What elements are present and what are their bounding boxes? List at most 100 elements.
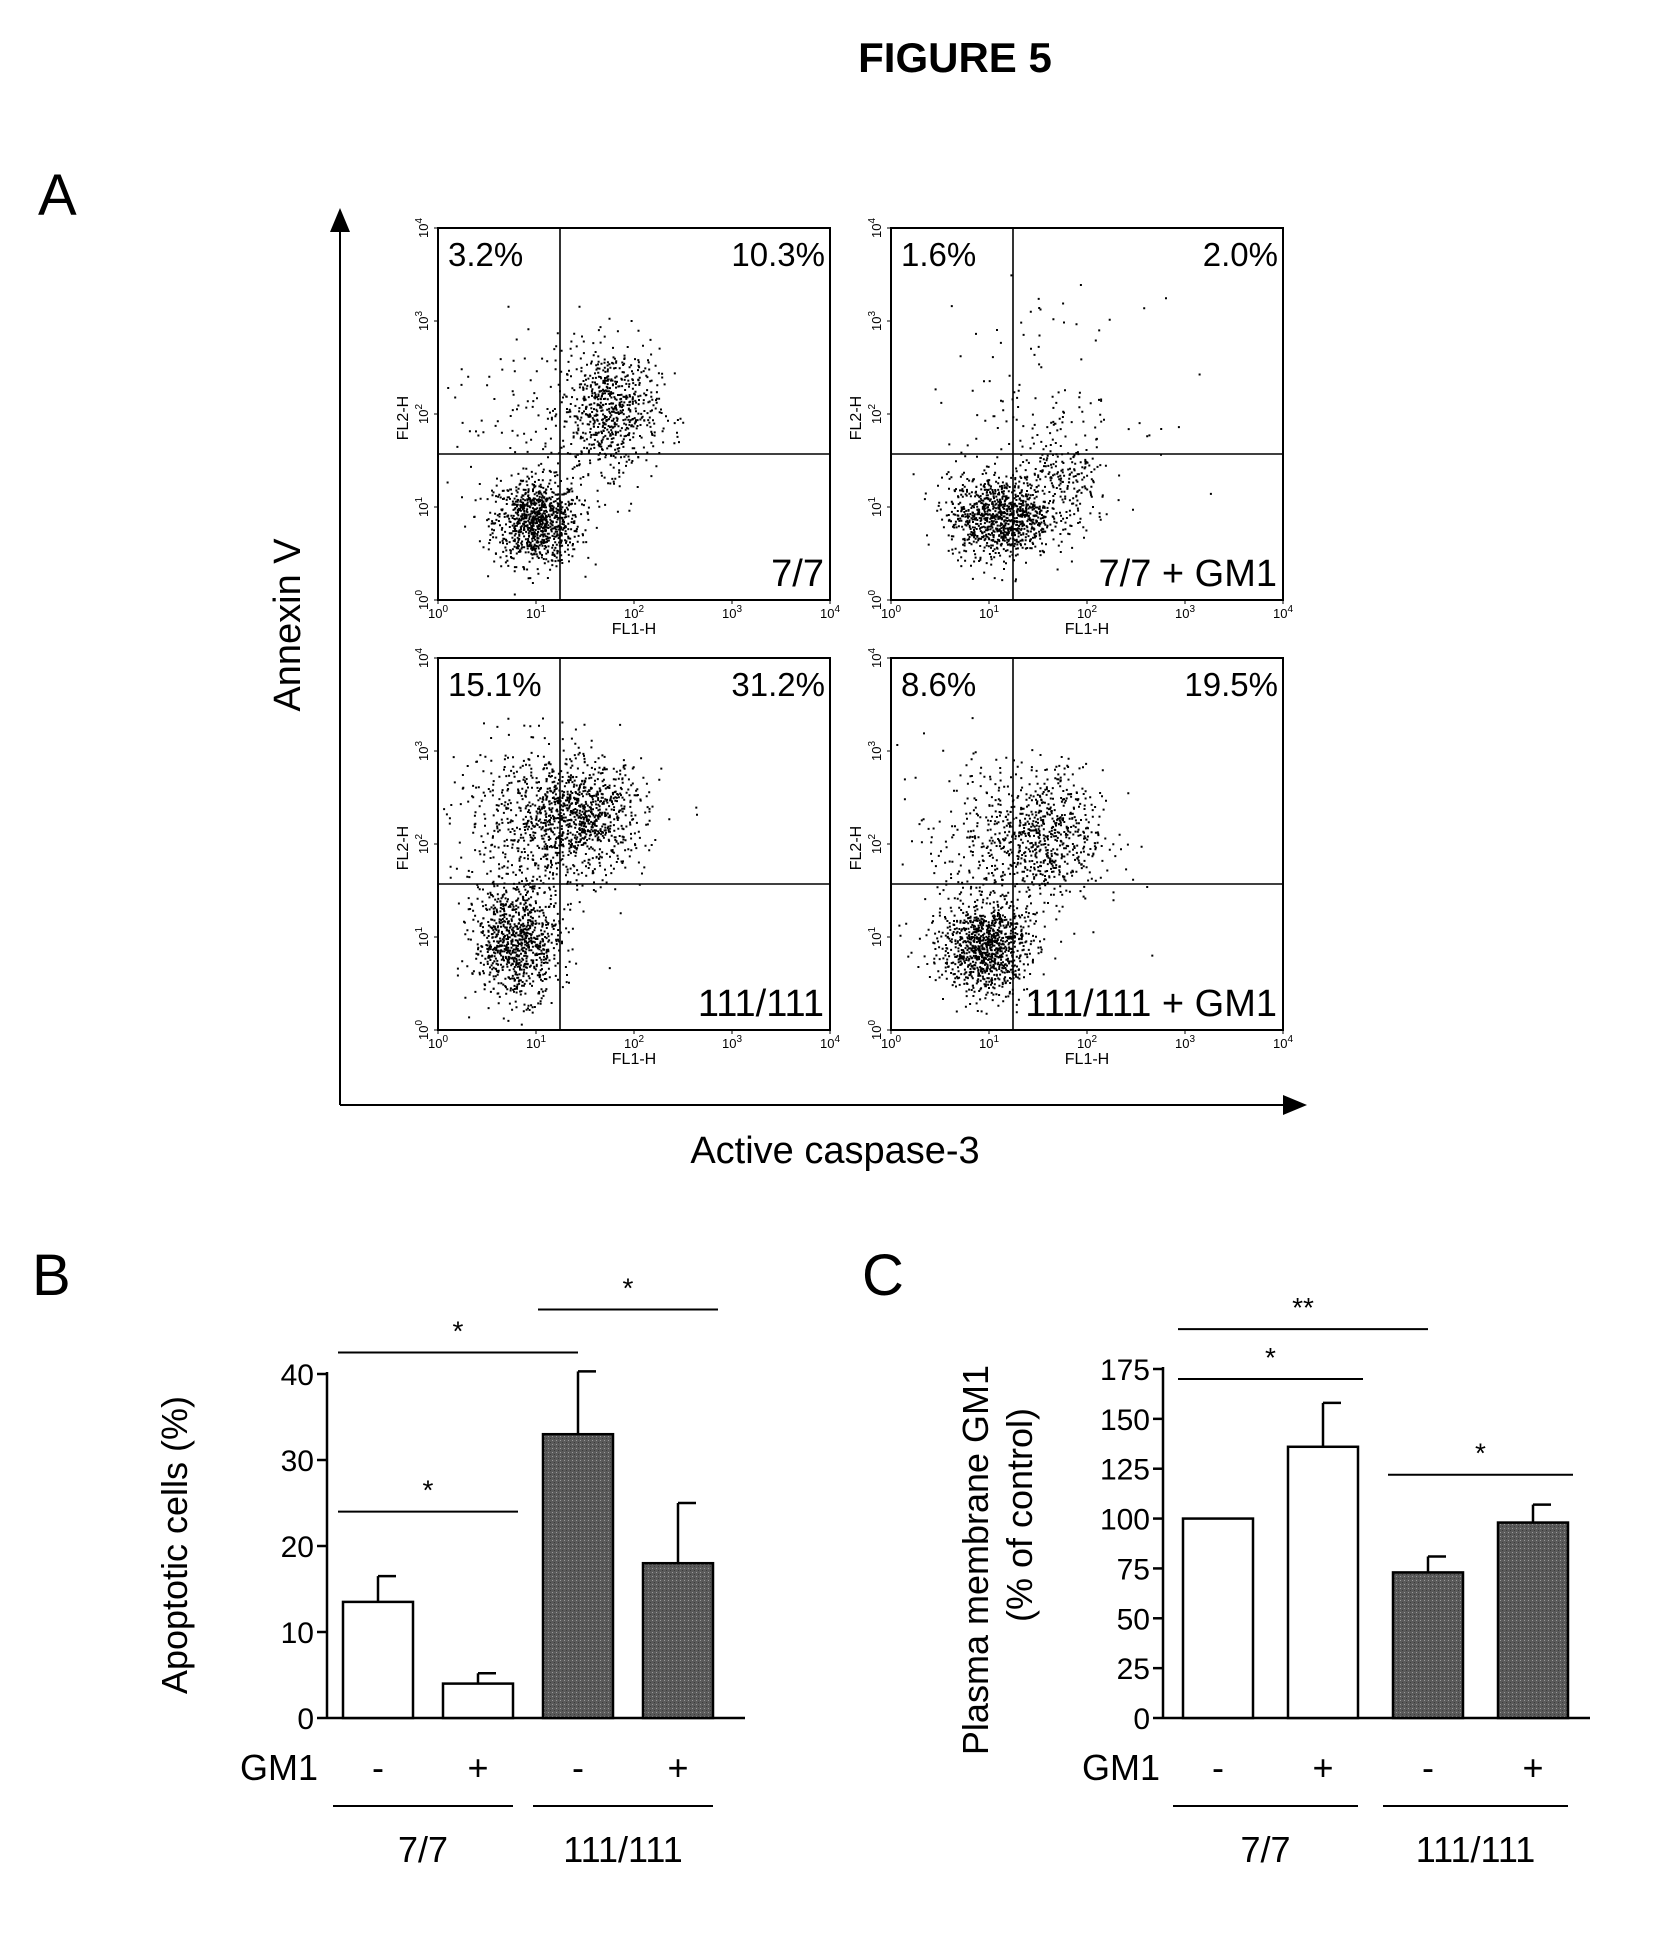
y-tick-label: 101 [414,927,431,947]
bar-2 [1288,1447,1358,1718]
x-tick-exponent: 3 [736,1034,742,1045]
y-tick-label: 25 [1117,1653,1150,1686]
x-tick-label: 101 [526,604,546,621]
significance-star: * [623,1273,634,1304]
treatment-sign: - [572,1747,584,1788]
y-channel-label: FL2-H [848,826,865,870]
bar-4 [643,1563,713,1718]
significance-star: * [423,1475,434,1506]
treatment-label: GM1 [1082,1747,1160,1788]
x-tick-label: 104 [820,1034,840,1051]
x-tick-exponent: 0 [442,1034,448,1045]
y-tick-exponent: 1 [414,497,425,503]
y-tick-label: 104 [414,218,431,238]
flow-plot-frame [891,228,1283,600]
figure-title: FIGURE 5 [858,34,1052,81]
x-tick-exponent: 1 [540,1034,546,1045]
y-axis-title-unit: (% of control) [999,1408,1040,1622]
x-tick-exponent: 3 [1189,604,1195,615]
treatment-sign: - [372,1747,384,1788]
treatment-sign: + [1312,1747,1333,1788]
panel-a-letter: A [38,163,77,228]
x-tick-label: 104 [1273,604,1293,621]
x-tick-exponent: 0 [895,1034,901,1045]
x-channel-label: FL1-H [612,1051,656,1068]
y-channel-label: FL2-H [395,826,412,870]
flow-plot-2: 1.6%2.0%7/7 + GM110010010110110210210310… [848,218,1293,638]
y-tick-label: 101 [867,497,884,517]
flow-events [913,274,1212,582]
x-tick-label: 100 [881,604,901,621]
y-tick-label: 101 [867,927,884,947]
y-axis-title: Plasma membrane GM1 [955,1365,996,1755]
x-tick-exponent: 1 [993,1034,999,1045]
y-tick-label: 100 [414,590,431,610]
sample-label: 7/7 + GM1 [1099,553,1277,595]
bar-1 [1183,1519,1253,1718]
y-tick-exponent: 0 [414,1020,425,1026]
y-tick-label: 20 [281,1531,314,1564]
upper-right-percent: 19.5% [1184,666,1278,703]
y-tick-exponent: 2 [867,404,878,410]
x-tick-label: 101 [979,1034,999,1051]
y-tick-label: 175 [1100,1354,1150,1387]
y-axis-title: Apoptotic cells (%) [154,1396,195,1694]
treatment-sign: - [1212,1747,1224,1788]
x-tick-exponent: 4 [834,604,840,615]
y-tick-label: 104 [867,218,884,238]
y-tick-label: 100 [414,1020,431,1040]
x-tick-exponent: 2 [638,1034,644,1045]
y-tick-exponent: 3 [867,311,878,317]
y-tick-exponent: 0 [414,590,425,596]
y-tick-label: 150 [1100,1404,1150,1437]
y-tick-label: 103 [414,311,431,331]
flow-cytometry-plots: 3.2%10.3%7/71001001011011021021031031041… [395,218,1293,1068]
x-tick-label: 102 [624,1034,644,1051]
sample-label: 111/111 + GM1 [1025,983,1277,1025]
y-tick-label: 102 [867,834,884,854]
group-label: 7/7 [1240,1829,1290,1870]
x-tick-exponent: 0 [895,604,901,615]
flow-events [447,306,685,596]
y-tick-label: 100 [1100,1504,1150,1537]
y-channel-label: FL2-H [395,396,412,440]
y-tick-exponent: 1 [867,497,878,503]
y-tick-label: 125 [1100,1454,1150,1487]
x-tick-label: 103 [722,604,742,621]
x-channel-label: FL1-H [1065,1051,1109,1068]
flow-events [896,717,1153,1015]
significance-star: * [453,1316,464,1347]
bar-4 [1498,1523,1568,1718]
y-tick-label: 102 [867,404,884,424]
x-tick-exponent: 0 [442,604,448,615]
upper-left-percent: 3.2% [448,236,523,273]
panel-c-chart: 0255075100125150175Plasma membrane GM1(%… [955,1292,1590,1870]
y-tick-label: 100 [867,1020,884,1040]
group-label: 111/111 [563,1829,682,1870]
panel-b-chart: 010203040Apoptotic cells (%)-+-+GM17/711… [154,1273,745,1871]
x-tick-exponent: 3 [736,604,742,615]
significance-star: * [1265,1342,1276,1373]
upper-right-percent: 2.0% [1203,236,1278,273]
bar-3 [1393,1572,1463,1718]
x-tick-exponent: 3 [1189,1034,1195,1045]
panel-a-y-title: Annexin V [267,538,309,712]
y-tick-exponent: 4 [867,648,878,654]
y-tick-exponent: 1 [414,927,425,933]
bar-3 [543,1434,613,1718]
y-tick-label: 75 [1117,1553,1150,1586]
x-tick-label: 100 [881,1034,901,1051]
y-tick-exponent: 2 [414,834,425,840]
treatment-sign: - [1422,1747,1434,1788]
significance-star: ** [1292,1292,1314,1323]
flow-events [443,718,698,1026]
x-tick-exponent: 1 [540,604,546,615]
y-tick-label: 50 [1117,1603,1150,1636]
upper-right-percent: 31.2% [731,666,825,703]
flow-plot-4: 8.6%19.5%111/111 + GM1100100101101102102… [848,648,1293,1068]
y-tick-exponent: 3 [867,741,878,747]
x-tick-label: 104 [820,604,840,621]
upper-left-percent: 8.6% [901,666,976,703]
y-tick-label: 40 [281,1359,314,1392]
y-tick-label: 10 [281,1617,314,1650]
